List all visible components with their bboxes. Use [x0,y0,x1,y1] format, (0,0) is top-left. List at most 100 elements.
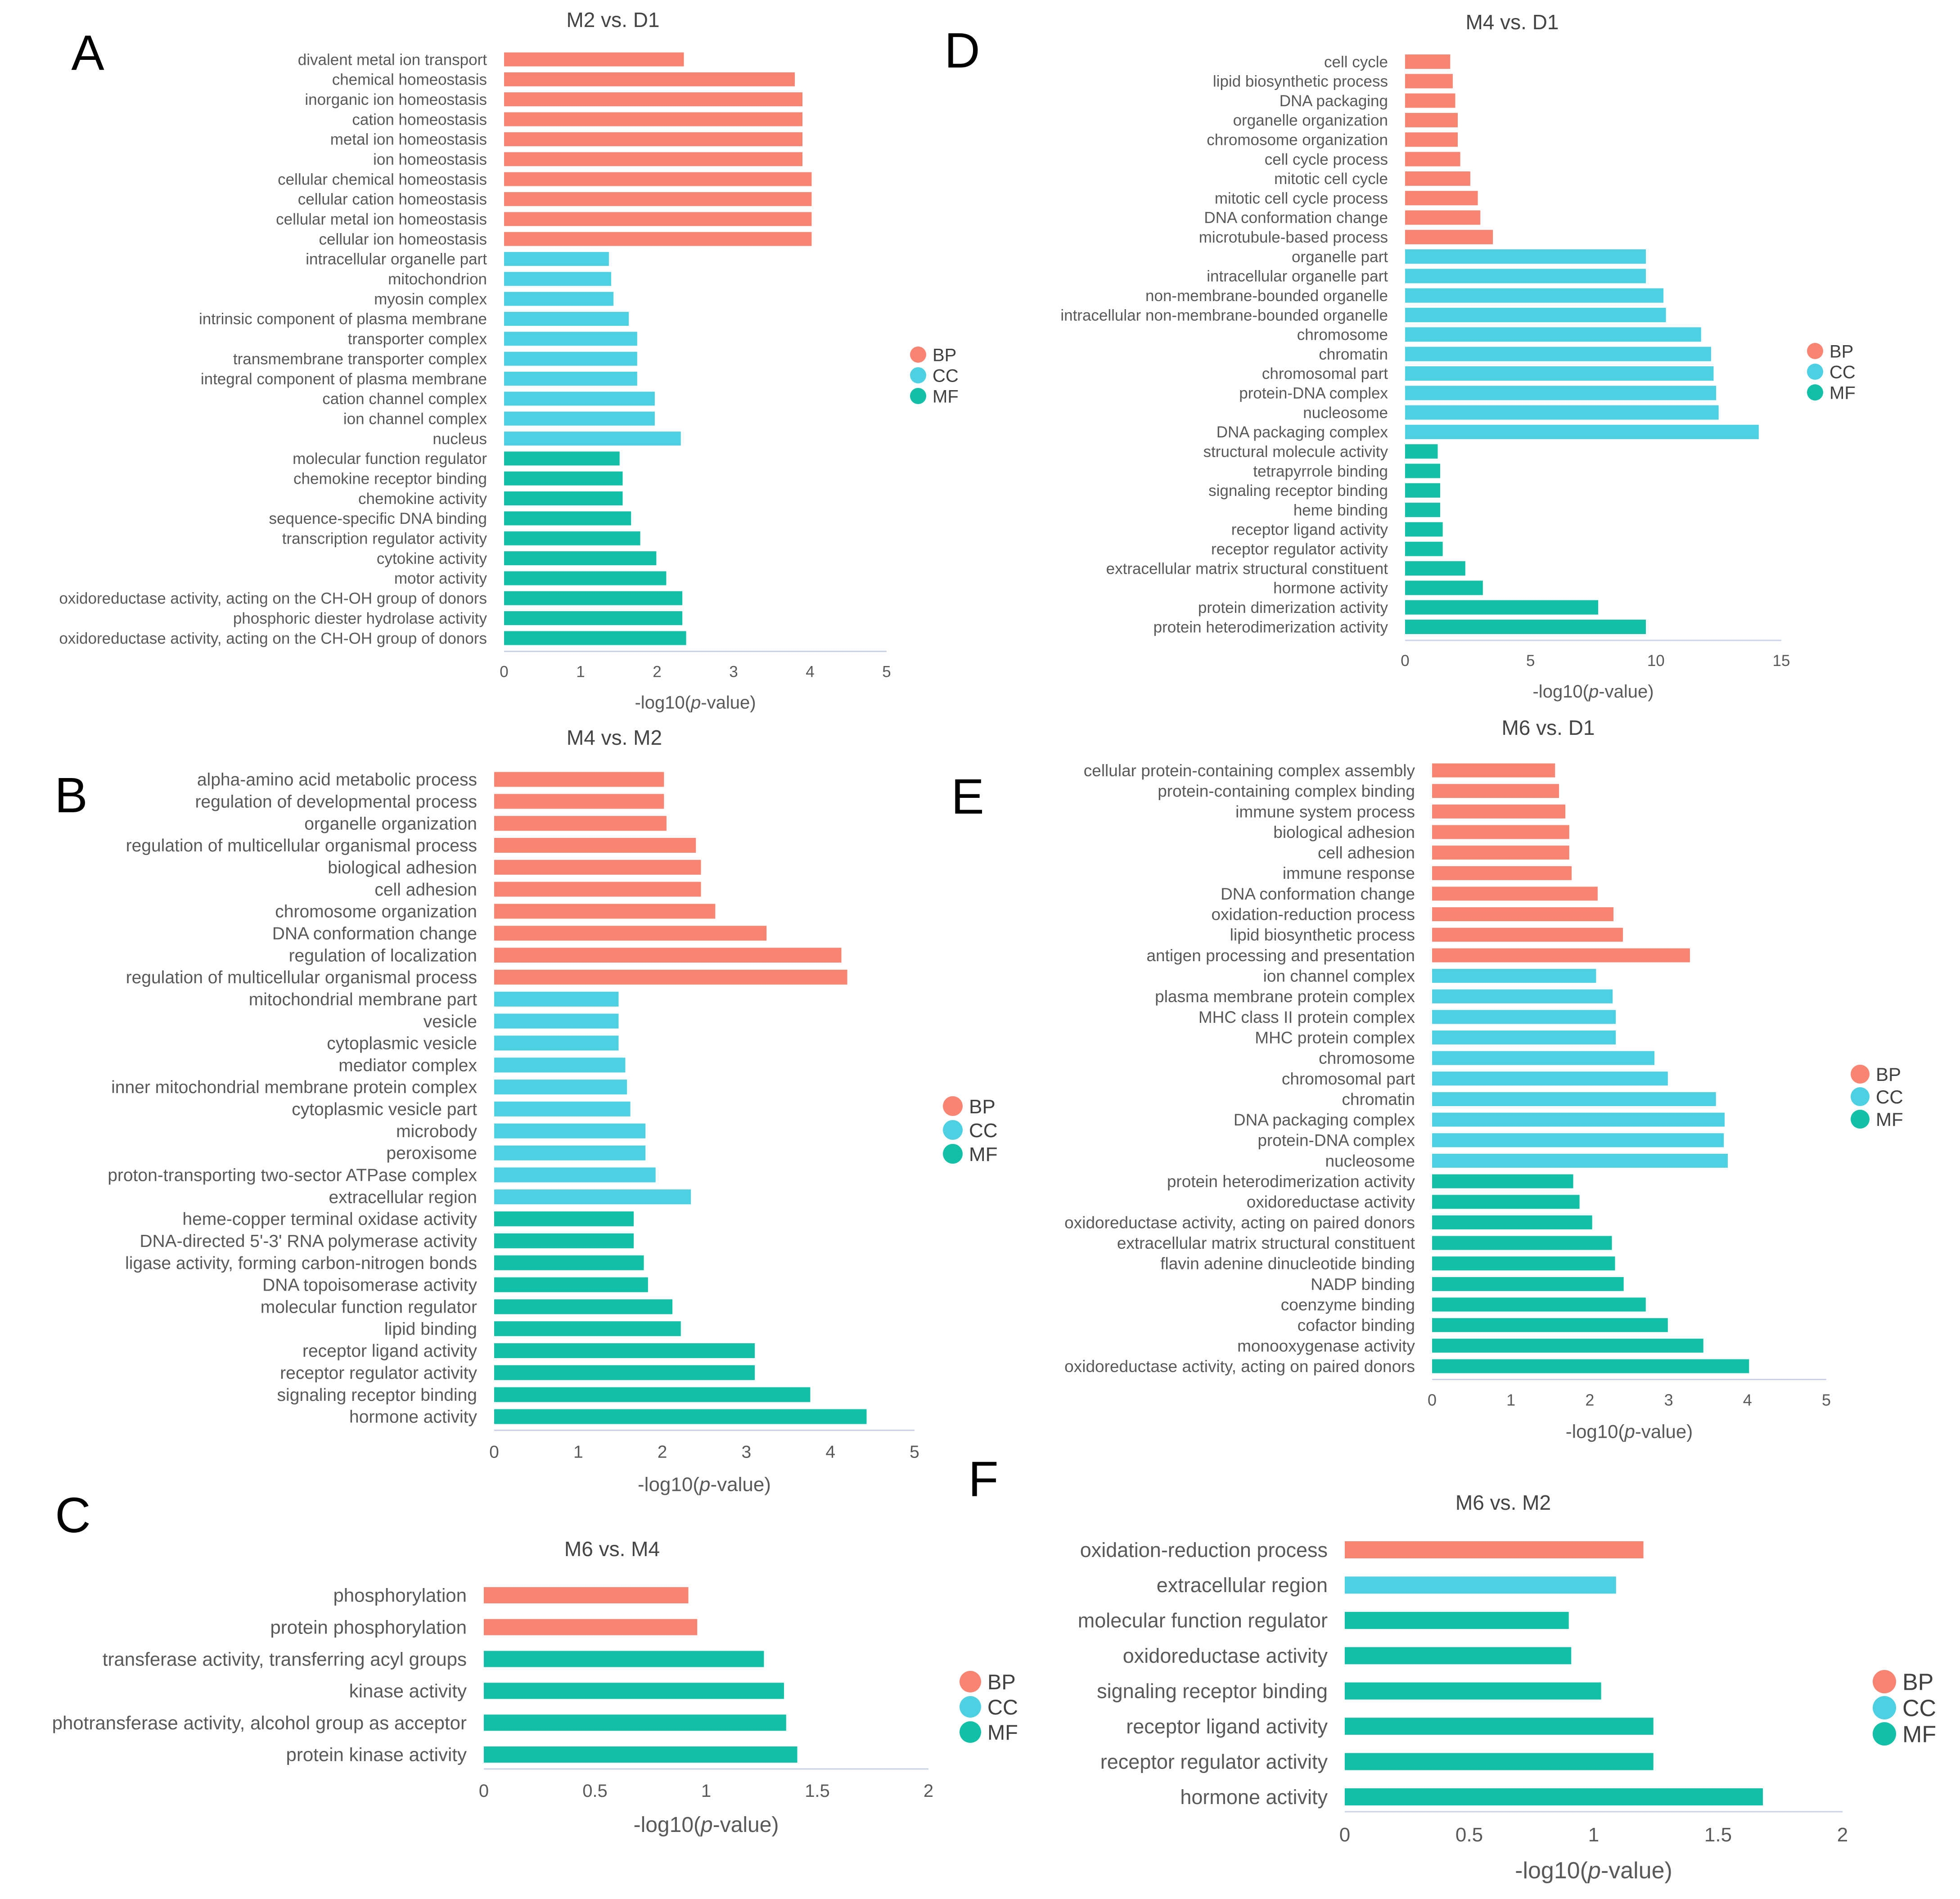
category-label: heme-copper terminal oxidase activity [182,1210,477,1229]
bar-bp-regulation-of-multicellular-organismal-process [494,969,847,985]
category-label: hormone activity [1180,1786,1328,1809]
category-label: flavin adenine dinucleotide binding [1160,1255,1415,1273]
bar-bp-organelle-organization [1405,112,1458,127]
x-tick-label: 5 [1822,1391,1831,1409]
category-label: chromatin [1319,346,1388,363]
bar-bp-chromosome-organization [1405,132,1458,147]
panel-letter: A [71,25,104,81]
bar-bp-biological-adhesion [494,860,701,875]
category-label: cytoplasmic vesicle [327,1034,477,1053]
bar-mf-monooxygenase-activity [1432,1338,1703,1353]
bar-mf-cofactor-binding [1432,1318,1668,1332]
bar-cc-proton-transporting-two-sector-atpase-complex [494,1167,656,1183]
category-label: intrinsic component of plasma membrane [199,310,487,328]
bar-bp-organelle-organization [494,816,667,831]
category-label: biological adhesion [1273,823,1415,842]
bar-bp-metal-ion-homeostasis [504,132,802,146]
bar-mf-hormone-activity [494,1409,867,1424]
chart-panel-c: C M6 vs. M4 phosphorylation protein phospho… [52,1488,1018,1837]
category-label: oxidoreductase activity, acting on paire… [1064,1357,1415,1376]
legend-label-mf: MF [1902,1722,1936,1748]
bar-cc-mediator-complex [494,1058,626,1073]
category-label: oxidoreductase activity, acting on the C… [59,590,487,608]
x-tick-label: 10 [1647,652,1665,670]
category-label: cellular cation homeostasis [298,191,487,208]
bar-mf-phosphoric-diester-hydrolase-activity [504,611,683,626]
bar-cc-chromosome [1432,1051,1655,1065]
category-label: regulation of localization [289,946,477,965]
bar-cc-myosin-complex [504,292,614,306]
category-label: receptor regulator activity [1100,1750,1328,1773]
category-label: mediator complex [338,1056,477,1075]
chart-title: M4 vs. D1 [1465,10,1559,34]
bar-mf-protein-heterodimerization-activity [1405,620,1646,634]
bar-bp-cation-homeostasis [504,112,802,126]
bar-mf-motor-activity [504,571,667,585]
bar-mf-oxidoreductase-activity-acting-on-the-ch-oh-group-of-donors [504,631,686,645]
category-label: nucleosome [1325,1152,1415,1170]
legend-marker-cc [1873,1696,1896,1719]
x-tick-label: 4 [806,663,814,681]
x-tick-label: 2 [1837,1824,1848,1846]
bar-cc-mitochondrion [504,272,611,286]
bar-mf-transferase-activity-transferring-acyl-groups [484,1651,764,1667]
legend-marker-bp [1851,1065,1870,1084]
bar-mf-receptor-ligand-activity [1345,1718,1654,1735]
category-label: cell adhesion [1318,844,1415,862]
category-label: chromosome organization [1207,131,1388,149]
bar-bp-dna-conformation-change [494,926,767,941]
bar-mf-dna-directed-5-3-rna-polymerase-activity [494,1233,634,1248]
bar-bp-microtubule-based-process [1405,230,1493,244]
bar-cc-chromosomal-part [1432,1071,1668,1086]
x-tick-label: 2 [658,1443,667,1462]
bar-mf-molecular-function-regulator [1345,1611,1569,1629]
legend-marker-mf [1851,1110,1870,1129]
bar-cc-microbody [494,1123,646,1138]
category-label: receptor ligand activity [1126,1715,1328,1738]
category-label: MHC class II protein complex [1199,1008,1415,1026]
legend-marker-cc [1851,1087,1870,1106]
bar-bp-cell-adhesion [1432,846,1569,860]
legend-marker-bp [910,346,926,363]
bar-mf-heme-binding [1405,503,1440,518]
x-axis-label: -log10(p-value) [1515,1858,1672,1884]
bar-bp-immune-system-process [1432,804,1566,819]
panel-letter: B [54,768,87,823]
bar-cc-mhc-protein-complex [1432,1030,1616,1044]
bar-cc-nucleosome [1405,405,1719,420]
category-label: organelle organization [304,814,477,833]
bar-mf-protein-heterodimerization-activity [1432,1174,1573,1188]
bar-mf-molecular-function-regulator [504,451,620,466]
bar-cc-protein-dna-complex [1405,386,1717,400]
legend-label-mf: MF [987,1720,1018,1744]
category-label: protein-DNA complex [1239,385,1388,402]
category-label: protein-DNA complex [1257,1131,1415,1150]
category-label: coenzyme binding [1281,1296,1415,1314]
x-axis-label: -log10(p-value) [634,1813,779,1837]
legend-label-mf: MF [933,387,959,406]
bar-bp-biological-adhesion [1432,825,1569,839]
chart-panel-e: E M6 vs. D1 cellular protein-containing co… [951,716,1903,1442]
bar-mf-receptor-ligand-activity [494,1343,755,1358]
category-label: cellular metal ion homeostasis [276,211,487,228]
category-label: protein heterodimerization activity [1153,618,1388,636]
category-label: receptor ligand activity [302,1341,478,1361]
chart-panel-b: B M4 vs. M2 alpha-amino acid metabolic pro… [54,726,997,1496]
category-label: chemokine receptor binding [293,470,487,488]
bar-bp-phosphorylation [484,1587,689,1603]
panel-letter: F [968,1452,998,1507]
bar-mf-coenzyme-binding [1432,1297,1646,1312]
category-label: cation homeostasis [352,111,487,128]
bar-bp-cell-cycle-process [1405,152,1460,166]
category-label: chromosomal part [1282,1070,1415,1088]
x-tick-label: 0 [489,1443,499,1462]
legend-label-cc: CC [933,366,959,386]
category-label: tetrapyrrole binding [1253,463,1388,480]
bar-mf-chemokine-receptor-binding [504,471,623,486]
category-label: cation channel complex [322,390,487,408]
x-axis-label: -log10(p-value) [638,1474,771,1496]
category-label: monooxygenase activity [1237,1336,1415,1355]
bar-bp-mitotic-cell-cycle-process [1405,191,1478,206]
bar-cc-inner-mitochondrial-membrane-protein-complex [494,1080,627,1095]
